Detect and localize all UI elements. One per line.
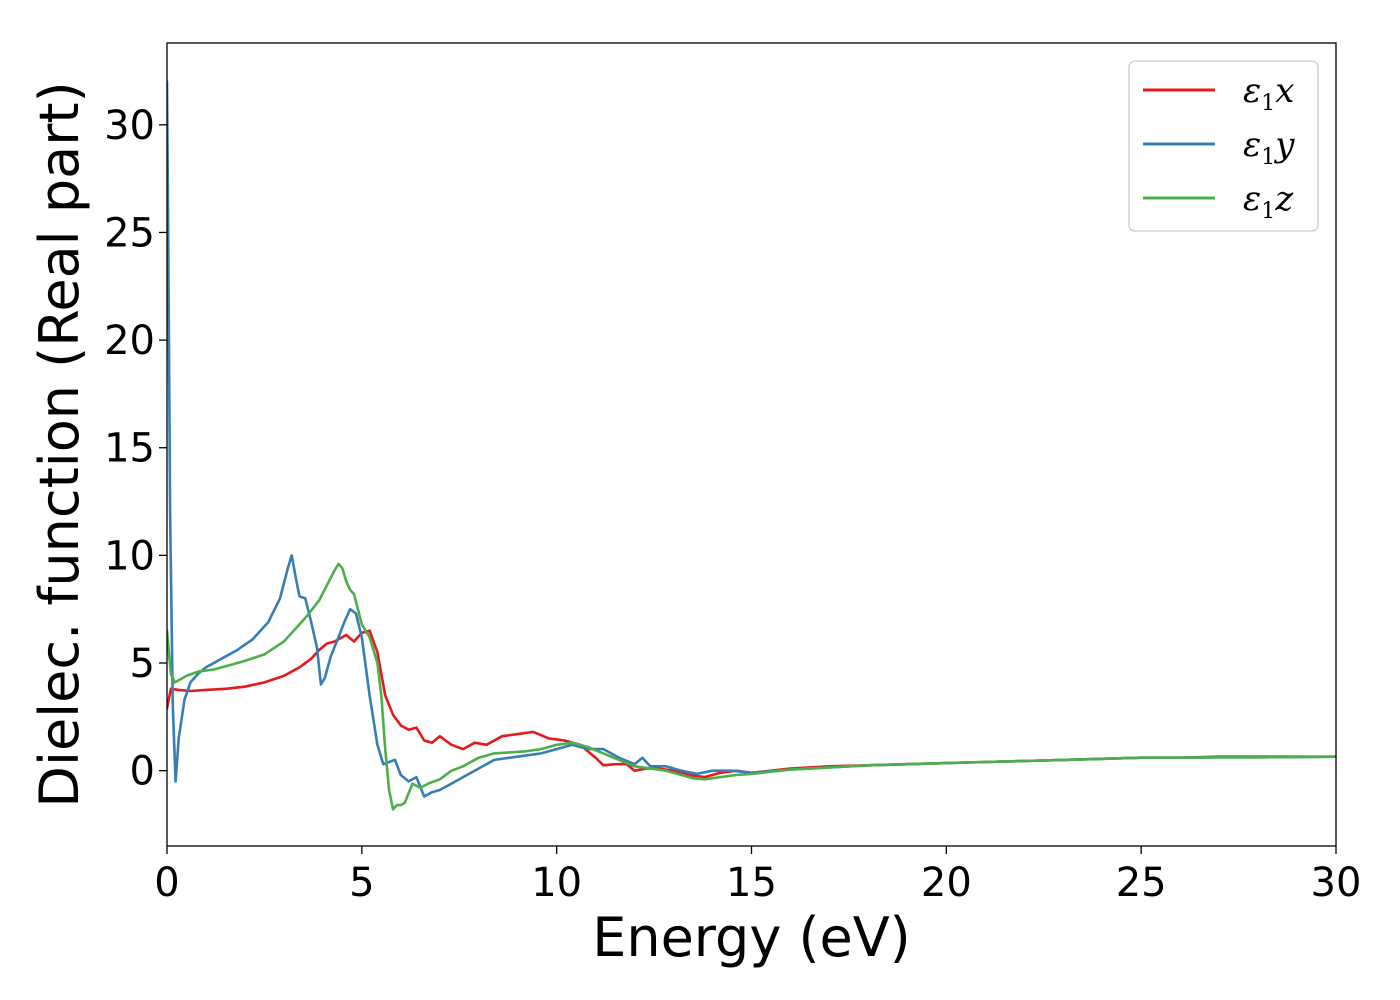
x-tick-label: 5 [349, 860, 374, 906]
x-tick-label: 10 [531, 860, 582, 906]
legend-label-z: ε1z [1243, 179, 1294, 224]
x-tick-label: 0 [154, 860, 179, 906]
y-tick-label: 5 [130, 641, 155, 687]
x-tick-label: 20 [921, 860, 972, 906]
legend-label-y: ε1y [1243, 125, 1295, 170]
legend-label-x: ε1x [1243, 71, 1294, 116]
series-line-z [167, 562, 1336, 811]
legend-box [1128, 60, 1319, 232]
y-tick-label: 0 [130, 749, 155, 795]
y-tick-label: 15 [104, 426, 155, 472]
y-axis-ticks: 0 5 10 15 20 25 30 [104, 103, 167, 795]
x-tick-label: 25 [1116, 860, 1167, 906]
x-tick-label: 30 [1311, 860, 1362, 906]
x-tick-label: 15 [726, 860, 777, 906]
y-axis-title: Dielec. function (Real part) [28, 81, 91, 807]
y-tick-label: 30 [104, 103, 155, 149]
x-axis-ticks: 0 5 10 15 20 25 30 [154, 846, 1361, 906]
y-tick-label: 10 [104, 533, 155, 579]
series-line-x [167, 629, 1336, 779]
series-layer [167, 80, 1336, 811]
y-tick-label: 20 [104, 318, 155, 364]
y-tick-label: 25 [104, 210, 155, 256]
legend: ε1x ε1y ε1z [1128, 60, 1319, 232]
x-axis-title: Energy (eV) [592, 906, 911, 969]
